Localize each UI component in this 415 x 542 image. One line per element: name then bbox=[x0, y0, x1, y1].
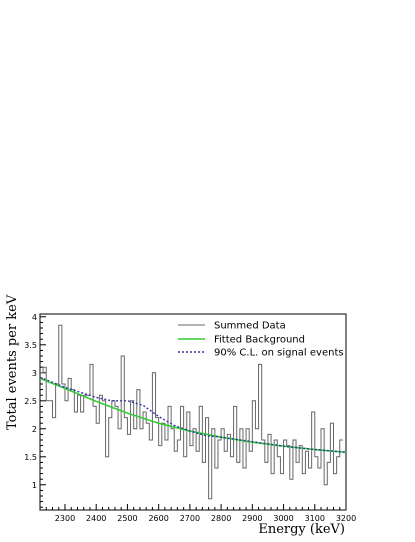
x-tick-label: 2600 bbox=[148, 514, 168, 523]
y-tick-label: 4 bbox=[32, 313, 37, 322]
x-tick-label: 2400 bbox=[86, 514, 106, 523]
y-tick-label: 1 bbox=[32, 481, 37, 490]
x-tick-label: 2900 bbox=[242, 514, 262, 523]
axis-ticks: 2300 2400 2500 2600 2700 2800 2900 3000 3100 3200… bbox=[24, 313, 356, 523]
x-tick-label: 2800 bbox=[211, 514, 231, 523]
y-tick-label: 3.5 bbox=[24, 341, 37, 350]
y-tick-label: 1.5 bbox=[24, 453, 37, 462]
x-tick-label: 2300 bbox=[55, 514, 75, 523]
series-group bbox=[39, 324, 347, 500]
y-tick-label: 2 bbox=[32, 425, 37, 434]
legend: Summed Data Fitted Background 90% C.L. on … bbox=[178, 321, 344, 359]
y-tick-label: 3 bbox=[32, 369, 37, 378]
x-tick-label: 3200 bbox=[336, 514, 356, 523]
x-tick-label: 2700 bbox=[180, 514, 200, 523]
x-tick-label: 3100 bbox=[305, 514, 325, 523]
cl-signal-line bbox=[39, 376, 347, 454]
legend-label: 90% C.L. on signal events bbox=[214, 348, 344, 359]
legend-label: Summed Data bbox=[214, 321, 286, 332]
legend-label: Fitted Background bbox=[214, 335, 305, 346]
y-axis-title: Total events per keV bbox=[5, 294, 20, 430]
x-tick-label: 3000 bbox=[273, 514, 293, 523]
y-tick-label: 2.5 bbox=[24, 397, 37, 406]
x-axis-title: Energy (keV) bbox=[258, 522, 345, 537]
x-tick-label: 2500 bbox=[117, 514, 137, 523]
